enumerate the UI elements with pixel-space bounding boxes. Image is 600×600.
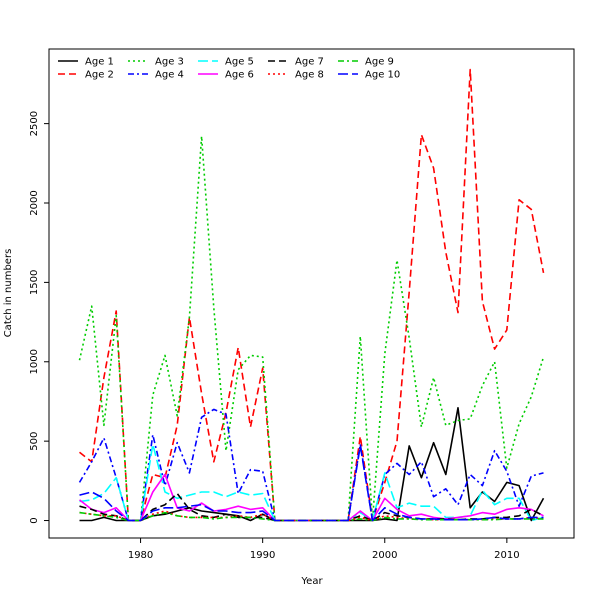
- series-line-age-2: [79, 68, 545, 522]
- y-tick-label: 1500: [29, 270, 40, 295]
- x-axis: 1980 1990 2000 2010: [128, 538, 520, 561]
- series-line-age-9: [79, 511, 544, 522]
- y-tick-label: 0: [29, 517, 40, 523]
- x-tick-label: 1990: [250, 550, 275, 561]
- y-tick-label: 1000: [29, 349, 40, 374]
- y-tick-label: 2500: [29, 111, 40, 136]
- y-axis: 0 500 1000 1500 2000 2500: [29, 111, 49, 524]
- x-axis-label: Year: [300, 576, 323, 587]
- legend-label-age-5: Age 5: [225, 57, 254, 68]
- series-line-age-4: [78, 408, 544, 522]
- series-line-age-8: [79, 510, 544, 522]
- legend-label-age-1: Age 1: [85, 57, 114, 68]
- series-layer: [78, 68, 545, 522]
- x-tick-label: 2010: [494, 550, 519, 561]
- x-tick-label: 2000: [372, 550, 397, 561]
- legend-label-age-9: Age 9: [365, 57, 394, 68]
- x-tick-label: 1980: [128, 550, 153, 561]
- legend-label-age-7: Age 7: [295, 57, 324, 68]
- y-tick-label: 500: [29, 432, 40, 451]
- legend-label-age-3: Age 3: [155, 57, 184, 68]
- y-axis-label: Catch in numbers: [3, 249, 14, 338]
- y-tick-label: 2000: [29, 190, 40, 215]
- legend-label-age-2: Age 2: [85, 70, 114, 81]
- legend: Age 1 Age 2 Age 3 Age 4 Age 5 Age 6 Age 7 Age 8…: [58, 57, 400, 81]
- series-line-age-6: [79, 473, 544, 522]
- plot-frame: [48, 48, 575, 539]
- legend-label-age-8: Age 8: [295, 70, 324, 81]
- legend-label-age-6: Age 6: [225, 70, 254, 81]
- legend-label-age-10: Age 10: [365, 70, 400, 81]
- series-line-age-10: [79, 445, 544, 522]
- legend-label-age-4: Age 4: [155, 70, 184, 81]
